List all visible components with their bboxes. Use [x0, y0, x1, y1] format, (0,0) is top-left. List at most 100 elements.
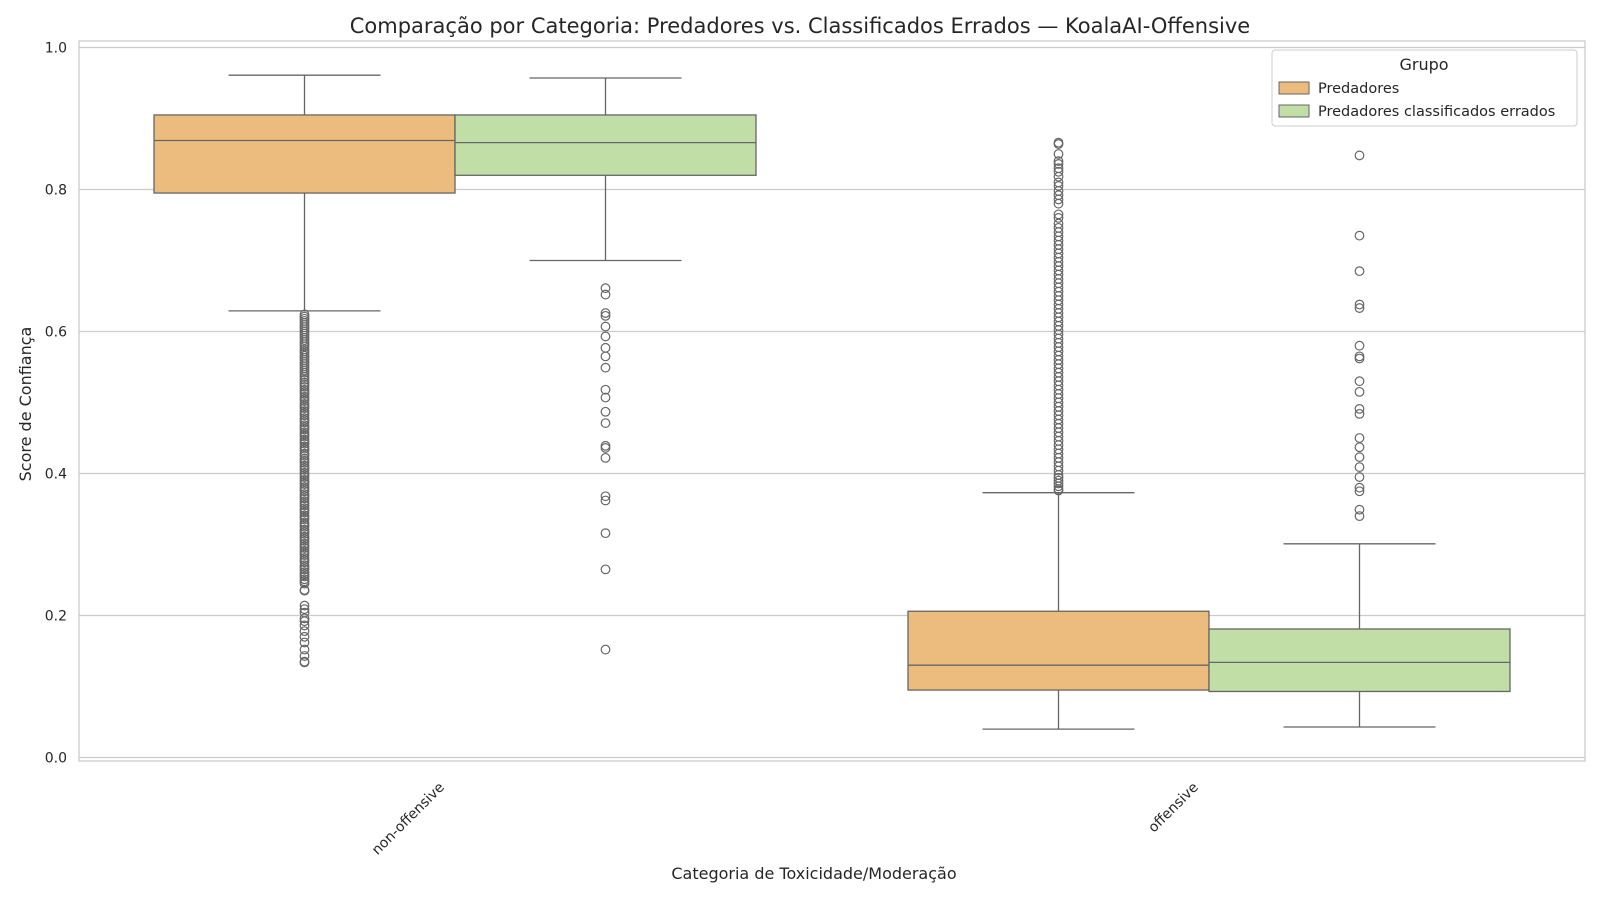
outlier-point — [299, 514, 310, 525]
outlier-point — [1053, 171, 1064, 182]
outlier-point — [299, 465, 310, 475]
outlier-point — [1053, 166, 1064, 177]
outlier-point — [299, 626, 310, 637]
outlier-point — [299, 486, 310, 497]
outlier-point — [299, 600, 310, 611]
outlier-point — [1354, 340, 1365, 351]
legend-label-classificados-errados: Predadores classificados errados — [1318, 104, 1555, 120]
boxes — [153, 74, 1511, 730]
outlier-point — [299, 403, 310, 414]
outlier-point — [299, 410, 310, 421]
outlier-point — [299, 637, 310, 648]
outlier-point — [299, 571, 310, 582]
outlier-point — [600, 528, 611, 539]
outlier-point — [1053, 198, 1064, 209]
outlier-point — [299, 381, 310, 392]
outlier-point — [1354, 452, 1365, 463]
outlier-point — [1354, 408, 1365, 419]
outlier-point — [1053, 212, 1064, 223]
outlier-point — [1354, 266, 1365, 277]
outlier-point — [1053, 149, 1064, 159]
box-non-offensive-predadores — [153, 74, 456, 668]
outlier-point — [1354, 462, 1365, 473]
y-tick-label: 0.2 — [45, 609, 67, 625]
outlier-point — [299, 500, 310, 511]
outlier-point — [1053, 194, 1064, 205]
outlier-point — [299, 431, 310, 442]
outlier-point — [299, 457, 310, 468]
legend-swatch-classificados-errados — [1278, 104, 1310, 118]
legend-title: Grupo — [1399, 55, 1448, 74]
outlier-point — [600, 342, 611, 353]
outlier-point — [600, 362, 611, 373]
outlier-point — [600, 406, 611, 417]
outlier-point — [1354, 442, 1365, 453]
outlier-point — [600, 289, 611, 300]
outlier-point — [299, 417, 310, 428]
outlier-point — [299, 341, 310, 352]
outlier-point — [600, 644, 611, 655]
outlier-point — [1053, 485, 1064, 496]
outlier-point — [1053, 209, 1064, 220]
x-axis-ticks: non-offensive offensive — [369, 780, 1202, 859]
outlier-point — [1354, 486, 1365, 497]
legend-frame — [1271, 49, 1578, 127]
x-tick-label: offensive — [1145, 780, 1201, 836]
iqr-box — [153, 114, 456, 194]
outlier-point — [1053, 159, 1064, 169]
outlier-point — [1053, 478, 1064, 489]
outlier-point — [600, 564, 611, 575]
outlier-point — [299, 631, 310, 642]
outlier-point — [299, 536, 310, 546]
outlier-point — [1053, 156, 1064, 167]
outlier-point — [299, 396, 310, 406]
outlier-point — [299, 543, 310, 553]
outlier-point — [299, 493, 310, 504]
outlier-point — [299, 438, 310, 449]
outlier-point — [1354, 482, 1365, 493]
outlier-point — [299, 616, 310, 627]
y-tick-label: 0.8 — [45, 183, 67, 199]
outlier-point — [600, 321, 611, 332]
outlier-point — [600, 491, 611, 502]
legend-label-predadores: Predadores — [1318, 81, 1399, 97]
outlier-point — [299, 372, 310, 382]
outlier-point — [1053, 465, 1064, 476]
outlier-point — [600, 440, 611, 451]
outlier-point — [1354, 433, 1365, 443]
outlier-point — [299, 644, 310, 655]
outlier-point — [1354, 403, 1365, 414]
iqr-box — [907, 610, 1210, 691]
outlier-point — [299, 585, 310, 596]
outlier-point — [600, 452, 611, 463]
outlier-point — [600, 392, 611, 403]
outlier-point — [1053, 181, 1064, 191]
outlier-point — [299, 389, 310, 399]
outlier-point — [1354, 351, 1365, 362]
x-axis-label: Categoria de Toxicidade/Moderação — [671, 864, 956, 883]
outlier-point — [299, 557, 310, 568]
outlier-point — [1354, 511, 1365, 521]
y-axis-ticks: 0.0 0.2 0.4 0.6 0.8 1.0 — [45, 41, 67, 767]
outlier-point — [299, 424, 310, 435]
y-axis-label: Score de Confiança — [16, 327, 35, 482]
outlier-point — [299, 479, 310, 490]
outlier-point — [1354, 150, 1365, 161]
outlier-point — [1053, 481, 1064, 492]
outlier-point — [600, 310, 611, 321]
outlier-point — [600, 331, 611, 342]
outlier-point — [299, 507, 310, 518]
box-non-offensive-classificados-errados — [454, 77, 757, 655]
y-tick-label: 0.4 — [45, 467, 67, 483]
outlier-point — [299, 472, 310, 482]
outlier-point — [1354, 230, 1365, 241]
outlier-point — [600, 418, 611, 428]
box-offensive-classificados-errados — [1208, 150, 1511, 728]
outlier-point — [299, 374, 310, 385]
outlier-point — [299, 550, 310, 561]
outlier-point — [299, 564, 310, 575]
outlier-point — [600, 384, 611, 395]
outlier-point — [1354, 299, 1365, 310]
outlier-point — [1354, 353, 1365, 364]
